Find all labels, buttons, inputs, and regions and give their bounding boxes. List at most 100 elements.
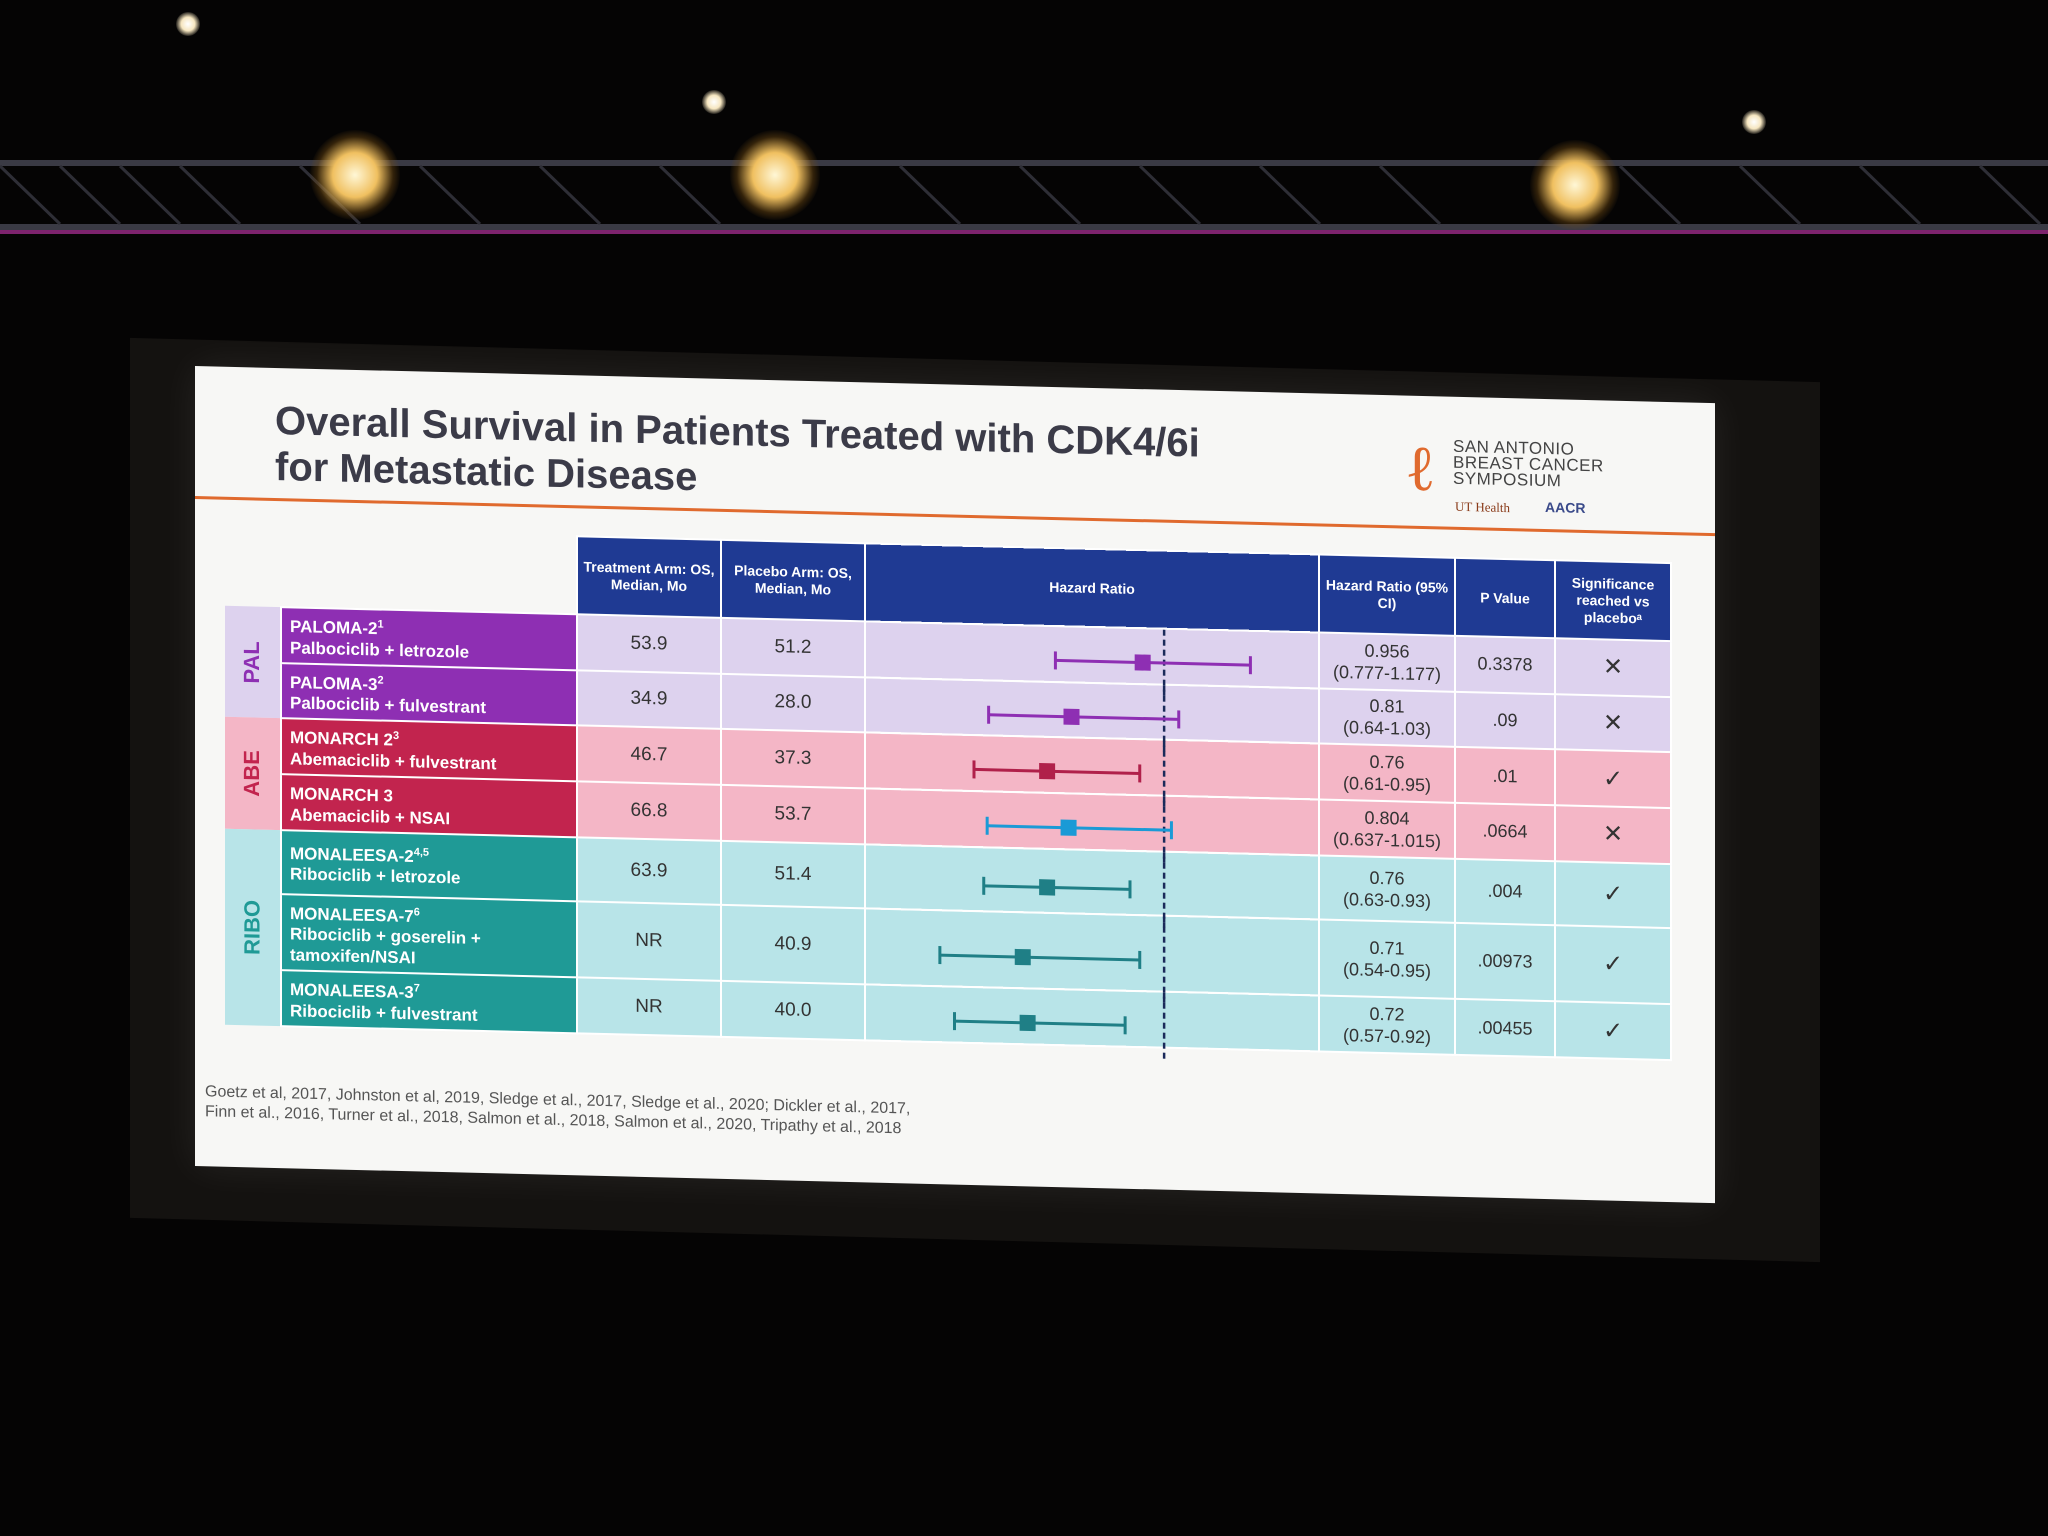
forest-cell xyxy=(865,621,1319,697)
significance-yes-icon: ✓ xyxy=(1555,860,1671,928)
hr-ci: 0.76 (0.63-0.93) xyxy=(1319,855,1455,923)
p-value: .00455 xyxy=(1455,999,1555,1058)
treatment-os: NR xyxy=(577,977,721,1038)
p-value: .01 xyxy=(1455,747,1555,806)
trial-cell: MONALEESA-76 Ribociclib + goserelin + tam… xyxy=(281,893,577,978)
ci-bar xyxy=(983,883,1130,891)
table-row: MONALEESA-76 Ribociclib + goserelin + tam… xyxy=(225,892,1671,1005)
significance-no-icon: ✕ xyxy=(1555,693,1671,753)
table-row: MONARCH 3 Abemaciclib + NSAI 66.8 53.7 0.… xyxy=(225,772,1671,864)
header-p-value: P Value xyxy=(1455,557,1555,639)
forest-cell xyxy=(865,843,1319,928)
hr-ci: 0.956 (0.777-1.177) xyxy=(1319,632,1455,692)
point-estimate xyxy=(1039,878,1056,896)
table-row: RIBO MONALEESA-24,5 Ribociclib + letrozol… xyxy=(225,828,1671,955)
forest-plot-row xyxy=(1053,629,1252,697)
point-estimate xyxy=(1134,654,1151,671)
treatment-os: 34.9 xyxy=(577,669,721,730)
header-hr-ci: Hazard Ratio (95% CI) xyxy=(1319,554,1455,636)
header-significance: Significance reached vs placeboᵃ xyxy=(1555,560,1671,642)
significance-no-icon: ✕ xyxy=(1555,805,1671,864)
forest-plot-row xyxy=(985,796,1173,864)
ci-bar xyxy=(1055,658,1251,667)
significance-yes-icon: ✓ xyxy=(1555,1001,1671,1061)
point-estimate xyxy=(1063,708,1080,725)
ci-bar xyxy=(988,712,1179,721)
placebo-os: 40.0 xyxy=(721,981,865,1041)
forest-cell xyxy=(865,788,1319,864)
forest-plot-row xyxy=(982,852,1166,928)
table-row: MONALEESA-37 Ribociclib + fulvestrant NR … xyxy=(225,969,1671,1061)
forest-plot-row xyxy=(938,916,1166,1005)
p-value: .0664 xyxy=(1455,802,1555,861)
hr-ci: 0.81 (0.64-1.03) xyxy=(1319,688,1455,748)
significance-no-icon: ✕ xyxy=(1555,638,1671,697)
point-estimate xyxy=(1060,819,1077,836)
forest-plot-row xyxy=(972,740,1166,808)
hr-ci: 0.71 (0.54-0.95) xyxy=(1319,919,1455,1000)
ceiling-light xyxy=(176,12,200,36)
stage-light xyxy=(730,130,820,220)
placebo-os: 51.4 xyxy=(721,840,865,908)
point-estimate xyxy=(1039,763,1056,780)
sabcs-logo: ℓ SAN ANTONIO BREAST CANCER SYMPOSIUM UT… xyxy=(1405,432,1625,527)
ci-bar xyxy=(987,824,1172,832)
trial-cell: MONALEESA-24,5 Ribociclib + letrozole xyxy=(281,829,577,901)
treatment-os: 66.8 xyxy=(577,781,721,841)
group-label-pal: PAL xyxy=(239,640,265,684)
forest-cell xyxy=(865,907,1319,1005)
slide-title: Overall Survival in Patients Treated wit… xyxy=(275,398,1275,514)
treatment-os: 63.9 xyxy=(577,836,721,905)
aacr-logo: AACR xyxy=(1545,498,1586,516)
placebo-os: 37.3 xyxy=(721,729,865,789)
placebo-os: 51.2 xyxy=(721,617,865,678)
header-placebo: Placebo Arm: OS, Median, Mo xyxy=(721,539,865,622)
forest-cell xyxy=(865,677,1319,753)
table-row: ABE MONARCH 23 Abemaciclib + fulvestrant … xyxy=(225,717,1671,809)
ci-bar xyxy=(974,768,1140,776)
p-value: .00973 xyxy=(1455,922,1555,1002)
hr-ci: 0.76 (0.61-0.95) xyxy=(1319,743,1455,803)
ci-bar xyxy=(939,953,1140,962)
trial-cell: PALOMA-21 Palbociclib + letrozole xyxy=(281,607,577,670)
hr-ci: 0.72 (0.57-0.92) xyxy=(1319,995,1455,1056)
significance-yes-icon: ✓ xyxy=(1555,749,1671,809)
stage-light xyxy=(310,130,400,220)
trial-cell: MONARCH 23 Abemaciclib + fulvestrant xyxy=(281,718,577,782)
header-spacer xyxy=(225,528,281,607)
ci-bar xyxy=(954,1019,1126,1028)
group-label-abe: ABE xyxy=(239,749,265,797)
ut-health-logo: UT Health xyxy=(1455,498,1510,516)
p-value: 0.3378 xyxy=(1455,635,1555,694)
p-value: .004 xyxy=(1455,858,1555,925)
treatment-os: 46.7 xyxy=(577,725,721,785)
trial-cell: PALOMA-32 Palbociclib + fulvestrant xyxy=(281,662,577,726)
header-treatment: Treatment Arm: OS, Median, Mo xyxy=(577,536,721,618)
significance-yes-icon: ✓ xyxy=(1555,924,1671,1005)
hr-ci: 0.804 (0.637-1.015) xyxy=(1319,799,1455,859)
trial-cell: MONALEESA-37 Ribociclib + fulvestrant xyxy=(281,970,577,1034)
placebo-os: 53.7 xyxy=(721,784,865,844)
group-label-ribo: RIBO xyxy=(239,899,265,956)
header-hazard-ratio: Hazard Ratio xyxy=(865,543,1319,633)
forest-plot-row xyxy=(953,992,1166,1061)
placebo-os: 28.0 xyxy=(721,673,865,733)
p-value: .09 xyxy=(1455,691,1555,750)
presentation-slide: Overall Survival in Patients Treated wit… xyxy=(195,366,1715,1204)
forest-cell xyxy=(865,984,1319,1061)
os-results-table: Treatment Arm: OS, Median, Mo Placebo Ar… xyxy=(225,527,1672,1062)
ceiling-light xyxy=(702,90,726,114)
forest-plot-row xyxy=(987,685,1181,753)
header-spacer xyxy=(281,529,577,614)
point-estimate xyxy=(1014,948,1031,965)
point-estimate xyxy=(1019,1014,1036,1032)
ribbon-icon: ℓ xyxy=(1405,431,1436,507)
lighting-truss xyxy=(0,160,2048,234)
trial-cell: MONARCH 3 Abemaciclib + NSAI xyxy=(281,774,577,837)
logo-wordmark: SAN ANTONIO BREAST CANCER SYMPOSIUM xyxy=(1453,437,1604,491)
placebo-os: 40.9 xyxy=(721,904,865,985)
stage-light xyxy=(1530,140,1620,230)
treatment-os: NR xyxy=(577,900,721,982)
ceiling-light xyxy=(1742,110,1766,134)
